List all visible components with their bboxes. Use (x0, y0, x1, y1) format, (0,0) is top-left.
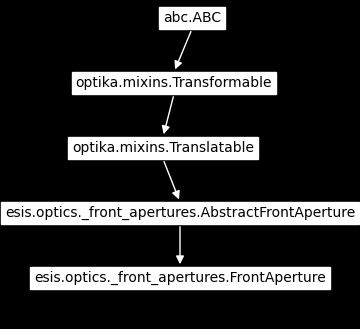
Text: optika.mixins.Translatable: optika.mixins.Translatable (72, 141, 254, 155)
Text: esis.optics._front_apertures.AbstractFrontAperture: esis.optics._front_apertures.AbstractFro… (5, 206, 355, 220)
Text: esis.optics._front_apertures.FrontAperture: esis.optics._front_apertures.FrontApertu… (34, 271, 326, 285)
Text: optika.mixins.Transformable: optika.mixins.Transformable (76, 76, 272, 90)
Text: abc.ABC: abc.ABC (163, 11, 221, 25)
